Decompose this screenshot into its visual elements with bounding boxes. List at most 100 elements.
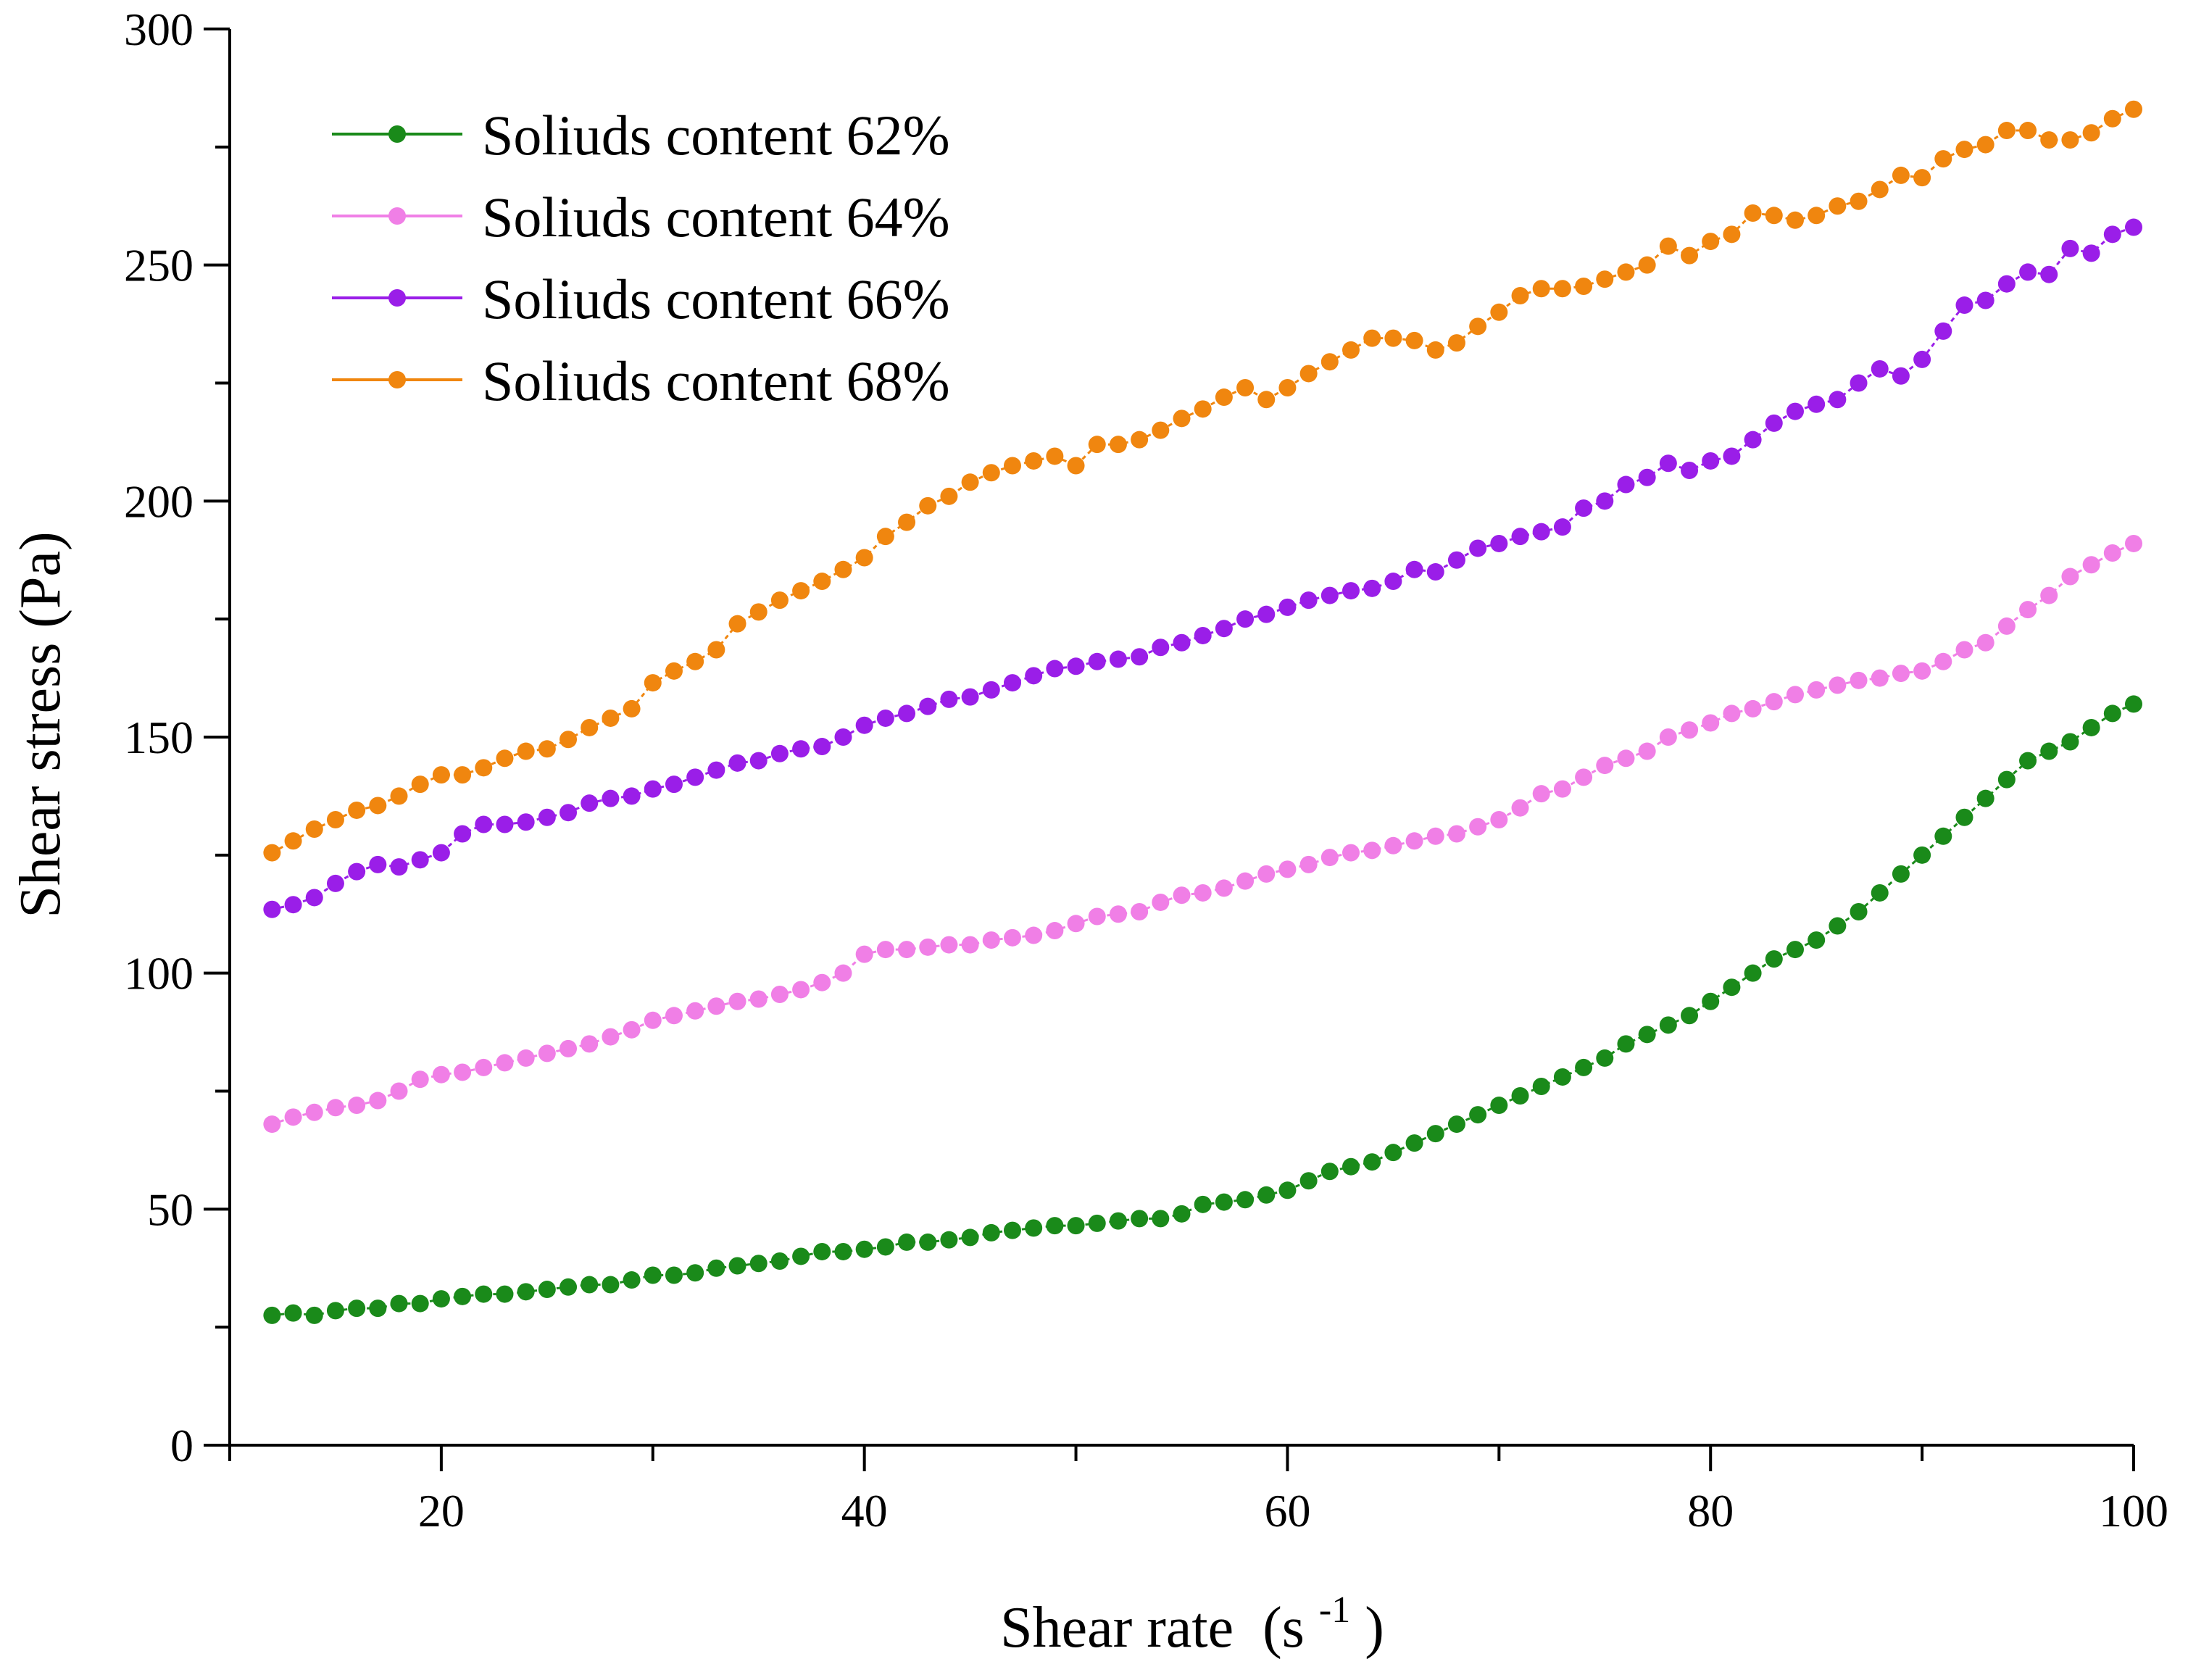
data-point (1173, 1205, 1191, 1223)
data-point (1384, 329, 1402, 347)
data-point (644, 780, 662, 798)
data-point (1215, 388, 1233, 407)
data-point (1490, 810, 1508, 828)
data-point (707, 1259, 725, 1277)
data-point (1469, 539, 1487, 557)
data-point (1088, 1214, 1106, 1232)
data-point (1384, 836, 1402, 854)
data-point (560, 1039, 578, 1057)
data-point (1278, 598, 1297, 616)
data-point (1236, 610, 1255, 628)
data-point (644, 1266, 662, 1284)
x-tick-label: 40 (841, 1485, 888, 1536)
data-point (348, 1097, 366, 1115)
data-point (1046, 447, 1064, 465)
data-point (1786, 686, 1804, 704)
data-point (813, 573, 831, 591)
legend-marker (388, 207, 406, 225)
data-point (1997, 617, 2016, 635)
series-line (272, 703, 2134, 1317)
data-point (1152, 1210, 1170, 1228)
data-point (855, 716, 873, 734)
data-point (1320, 849, 1339, 867)
data-point (982, 464, 1000, 482)
data-point (263, 900, 281, 918)
data-point (1173, 409, 1191, 428)
data-point (326, 1099, 344, 1117)
data-point (834, 728, 852, 746)
data-point (940, 690, 958, 708)
data-point (1490, 303, 1508, 321)
data-point (475, 1285, 493, 1303)
data-point (623, 1020, 641, 1039)
data-point (581, 794, 599, 812)
data-point (284, 1304, 302, 1322)
data-point (1152, 893, 1170, 911)
data-point (2082, 124, 2100, 142)
data-point (728, 992, 746, 1010)
data-point (1532, 280, 1550, 298)
data-point (1342, 341, 1360, 359)
data-point (1744, 431, 1762, 449)
data-point (390, 1294, 408, 1313)
y-tick-label: 50 (147, 1184, 194, 1235)
data-point (1681, 246, 1699, 265)
data-point (1638, 256, 1656, 274)
data-point (496, 1054, 514, 1072)
series-4 (263, 100, 2142, 862)
data-point (2125, 695, 2142, 713)
data-point (876, 1238, 894, 1256)
data-point (1131, 1210, 1149, 1228)
data-point (665, 1007, 683, 1025)
data-point (1808, 931, 1826, 949)
data-point (1892, 367, 1910, 385)
data-point (1046, 1217, 1064, 1235)
data-point (1299, 855, 1318, 873)
data-point (813, 973, 831, 991)
data-point (1067, 1217, 1085, 1235)
data-point (749, 1255, 768, 1273)
legend-marker (388, 289, 406, 307)
data-point (1173, 633, 1191, 652)
data-point (517, 813, 535, 831)
data-point (1955, 808, 1973, 826)
data-point (1955, 296, 1973, 315)
data-point (1681, 721, 1699, 739)
data-point (538, 1044, 556, 1063)
y-tick-label: 250 (124, 240, 194, 291)
data-point (1659, 454, 1677, 473)
data-point (686, 768, 704, 786)
data-point (1765, 693, 1783, 711)
legend-item-4: Soliuds content 68% (332, 349, 950, 412)
data-point (1067, 457, 1085, 475)
legend-marker (388, 125, 406, 143)
data-point (1617, 1035, 1635, 1053)
data-point (411, 775, 429, 794)
legend-item-2: Soliuds content 64% (332, 186, 950, 249)
data-point (517, 1283, 535, 1301)
x-axis-title: Shear rate (s -1 ) (1000, 1571, 1384, 1660)
data-point (1046, 922, 1064, 940)
data-point (1109, 1212, 1127, 1230)
data-point (665, 662, 683, 680)
data-point (1025, 667, 1043, 685)
data-point (1850, 374, 1868, 392)
data-point (2103, 225, 2121, 244)
data-point (1215, 879, 1233, 897)
data-point (1596, 492, 1614, 510)
data-point (1215, 1193, 1233, 1211)
data-point (749, 603, 768, 621)
data-point (1194, 400, 1212, 418)
series-lines (263, 100, 2142, 1324)
data-point (1955, 141, 1973, 159)
data-point (1723, 704, 1741, 723)
data-point (940, 1231, 958, 1249)
data-point (263, 844, 281, 862)
data-point (284, 896, 302, 914)
data-point (602, 709, 620, 727)
data-point (1003, 674, 1021, 692)
data-point (1976, 291, 1994, 309)
legend-label: Soliuds content 64% (482, 186, 950, 249)
x-tick-label: 80 (1687, 1485, 1734, 1536)
data-point (1278, 1181, 1297, 1199)
